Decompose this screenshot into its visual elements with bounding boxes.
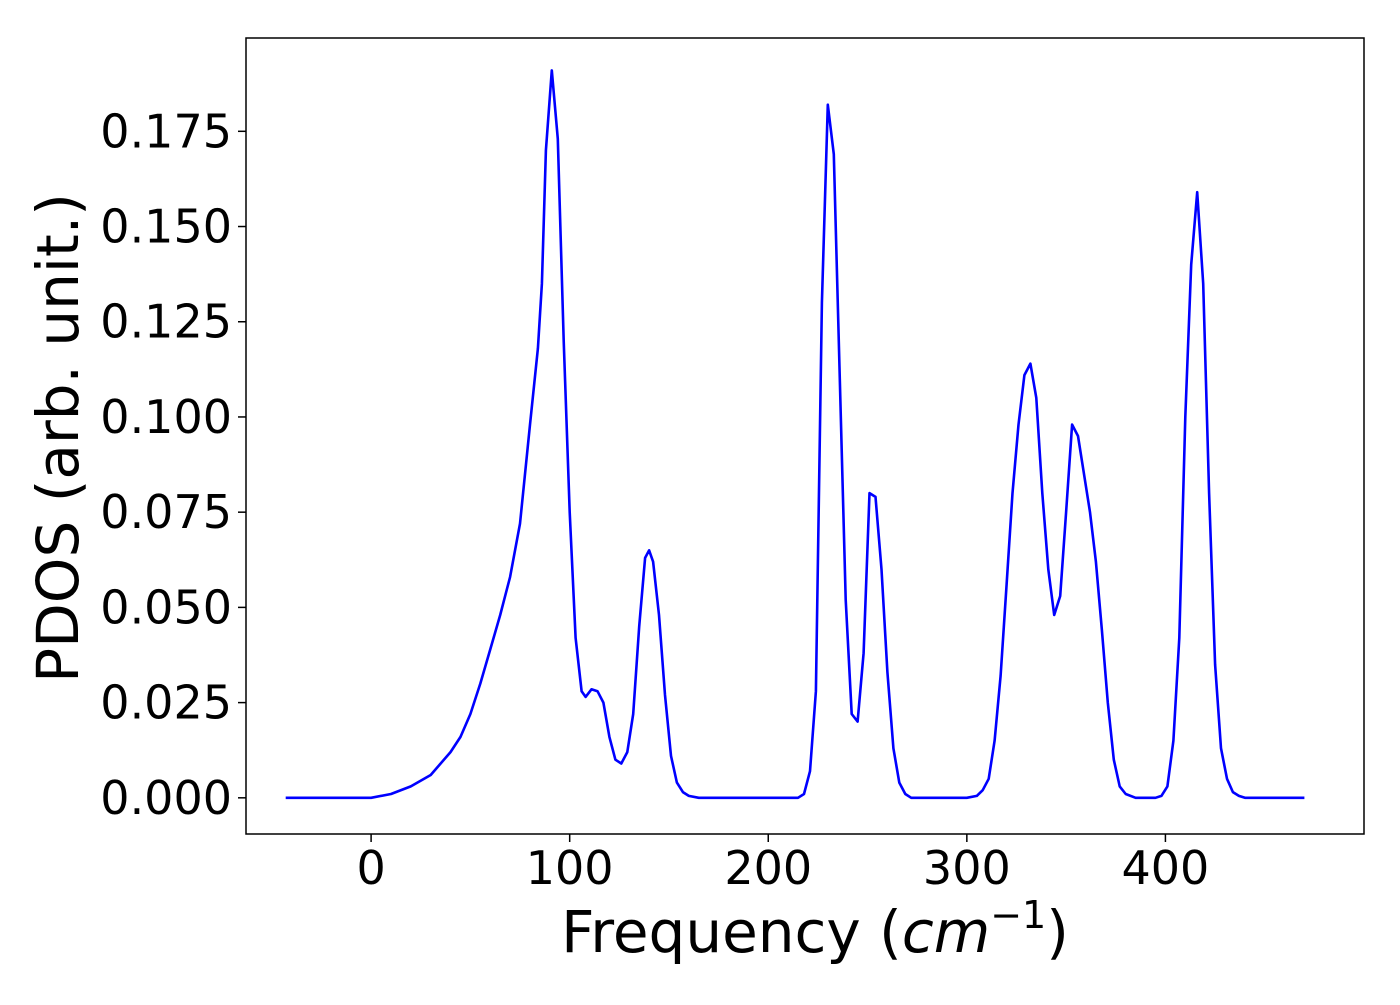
y-tick-label: 0.150 (100, 200, 232, 254)
x-axis-title-close: ) (1046, 898, 1069, 966)
x-tick-label: 100 (526, 841, 614, 895)
x-axis-ticks: 0 100 200 300 400 (356, 834, 1209, 895)
y-tick-label: 0.050 (100, 580, 232, 634)
x-axis-title-main: Frequency ( (561, 898, 902, 966)
y-axis-ticks: 0.000 0.025 0.050 0.075 0.100 0.125 0.150 0.175 (100, 104, 246, 825)
y-tick-label: 0.000 (100, 771, 232, 825)
y-axis-title: PDOS (arb. unit.) (24, 193, 92, 683)
y-tick-label: 0.025 (100, 676, 232, 730)
x-axis-title-unit: cm (902, 898, 990, 966)
series-layer (285, 69, 1305, 800)
x-tick-label: 400 (1122, 841, 1210, 895)
x-axis-title: Frequency (cm−1) (561, 893, 1069, 966)
x-axis-title-exponent: −1 (990, 893, 1046, 937)
x-tick-label: 0 (356, 841, 385, 895)
x-tick-label: 200 (724, 841, 812, 895)
y-tick-label: 0.075 (100, 485, 232, 539)
series-line-0 (285, 69, 1305, 800)
x-tick-label: 300 (923, 841, 1011, 895)
plot-frame (245, 37, 1365, 835)
y-tick-label: 0.100 (100, 390, 232, 444)
y-tick-label: 0.175 (100, 104, 232, 158)
y-tick-label: 0.125 (100, 295, 232, 349)
